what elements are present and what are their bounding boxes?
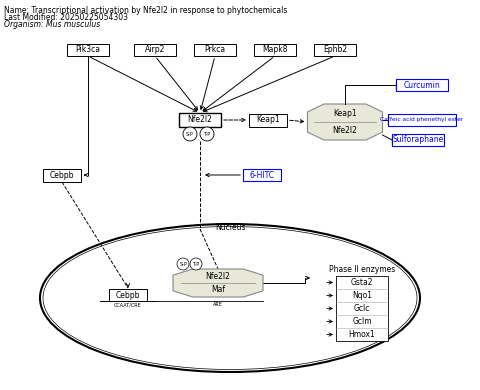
Text: Gclm: Gclm xyxy=(352,317,372,326)
FancyBboxPatch shape xyxy=(194,44,236,56)
Text: Cebpb: Cebpb xyxy=(50,170,74,179)
FancyBboxPatch shape xyxy=(109,289,147,301)
Text: Nfe2l2: Nfe2l2 xyxy=(188,115,213,124)
Text: S-P: S-P xyxy=(179,262,187,266)
Text: Organism: Mus musculus: Organism: Mus musculus xyxy=(4,20,100,29)
Text: Keap1: Keap1 xyxy=(333,110,357,119)
FancyBboxPatch shape xyxy=(43,168,81,181)
FancyBboxPatch shape xyxy=(392,134,444,146)
Circle shape xyxy=(190,258,202,270)
Text: S-P: S-P xyxy=(186,131,194,136)
FancyBboxPatch shape xyxy=(243,169,281,181)
FancyBboxPatch shape xyxy=(336,276,388,341)
Text: Nfe2l2: Nfe2l2 xyxy=(205,272,230,281)
Text: Maf: Maf xyxy=(211,285,225,294)
Text: Mapk8: Mapk8 xyxy=(262,46,288,55)
Text: Ephb2: Ephb2 xyxy=(323,46,347,55)
Text: ARE: ARE xyxy=(213,303,223,307)
FancyBboxPatch shape xyxy=(254,44,296,56)
Text: Hmox1: Hmox1 xyxy=(348,330,375,339)
Text: CCAAT/CRE: CCAAT/CRE xyxy=(114,303,142,307)
Polygon shape xyxy=(308,104,383,140)
Text: Nucleus: Nucleus xyxy=(215,223,245,232)
Text: Sulforaphane: Sulforaphane xyxy=(392,135,444,145)
FancyBboxPatch shape xyxy=(388,114,456,126)
Text: Nqo1: Nqo1 xyxy=(352,291,372,300)
Text: Nfe2l2: Nfe2l2 xyxy=(333,126,358,135)
Text: Pik3ca: Pik3ca xyxy=(75,46,100,55)
Text: Gclc: Gclc xyxy=(354,304,370,313)
Circle shape xyxy=(183,127,197,141)
FancyBboxPatch shape xyxy=(314,44,356,56)
Text: Caffeic acid phenethyl ester: Caffeic acid phenethyl ester xyxy=(380,117,464,122)
FancyBboxPatch shape xyxy=(134,44,176,56)
Text: Keap1: Keap1 xyxy=(256,115,280,124)
Text: Phase II enzymes: Phase II enzymes xyxy=(329,266,395,275)
Text: T-P: T-P xyxy=(192,262,200,266)
Text: Name: Transcriptional activation by Nfe2l2 in response to phytochemicals: Name: Transcriptional activation by Nfe2… xyxy=(4,6,288,15)
Text: Airp2: Airp2 xyxy=(145,46,165,55)
Text: Cebpb: Cebpb xyxy=(116,291,140,300)
FancyBboxPatch shape xyxy=(179,113,221,127)
Text: Curcumin: Curcumin xyxy=(404,80,440,89)
Text: Prkca: Prkca xyxy=(204,46,226,55)
FancyBboxPatch shape xyxy=(396,79,448,91)
FancyBboxPatch shape xyxy=(67,44,109,56)
Circle shape xyxy=(177,258,189,270)
Text: 6-HITC: 6-HITC xyxy=(250,170,275,179)
Polygon shape xyxy=(173,269,263,297)
Text: Last Modified: 20250225054303: Last Modified: 20250225054303 xyxy=(4,13,128,22)
Circle shape xyxy=(200,127,214,141)
Text: Gsta2: Gsta2 xyxy=(351,278,373,287)
Text: T-P: T-P xyxy=(204,131,211,136)
FancyBboxPatch shape xyxy=(249,113,287,126)
